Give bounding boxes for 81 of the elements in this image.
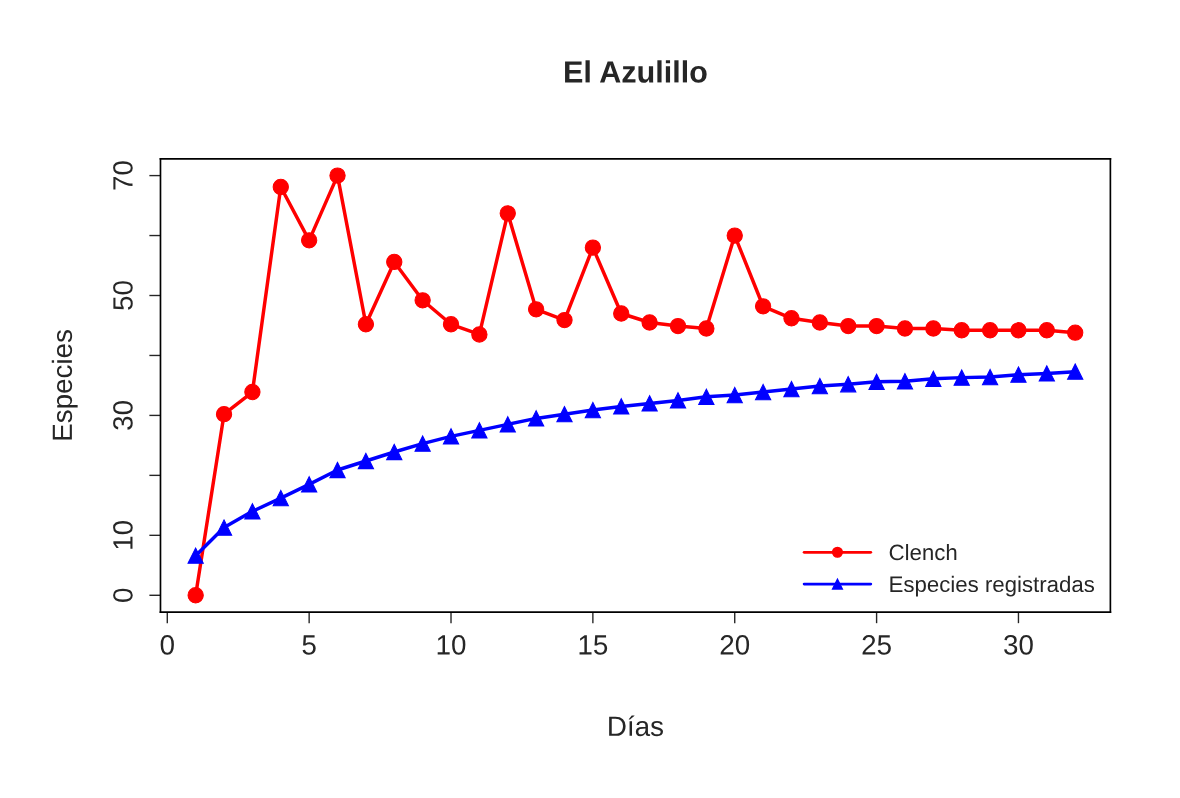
point [669, 392, 687, 409]
point [527, 301, 545, 318]
point [1067, 363, 1084, 380]
point [754, 298, 772, 315]
x-tick-label: 15 [579, 635, 608, 655]
y-tick-label: 10 [113, 520, 133, 549]
point [584, 239, 602, 256]
point [896, 373, 914, 390]
point [925, 370, 942, 387]
point [868, 317, 885, 335]
point [981, 368, 999, 386]
point [556, 406, 573, 423]
point [471, 326, 488, 343]
point [1038, 365, 1055, 382]
legend-label: Clench [889, 543, 957, 561]
point [527, 410, 545, 427]
x-tick-label: 5 [302, 635, 316, 655]
point [357, 452, 375, 470]
point [442, 316, 460, 333]
point [1010, 322, 1027, 339]
point [981, 322, 999, 339]
point [925, 320, 942, 337]
x-tick-label: 20 [720, 635, 750, 655]
point [669, 317, 687, 335]
point [499, 205, 516, 222]
point [386, 443, 403, 461]
point [1038, 322, 1055, 339]
point [698, 388, 715, 405]
point [698, 320, 715, 337]
point [726, 227, 743, 244]
point [556, 311, 573, 329]
point [414, 435, 431, 452]
point [499, 416, 516, 433]
point [811, 377, 829, 395]
point [1010, 366, 1027, 383]
point [442, 428, 460, 445]
y-tick-label: 0 [113, 588, 133, 602]
point [783, 310, 800, 327]
point [386, 253, 403, 271]
y-tick-label: 70 [113, 161, 133, 190]
point [300, 476, 318, 493]
x-tick-label: 10 [437, 635, 466, 655]
legend-label: Especies registradas [890, 575, 1095, 597]
point [868, 373, 885, 390]
point [272, 489, 289, 507]
point [754, 383, 772, 401]
x-tick-label: 0 [160, 635, 174, 655]
point [811, 314, 829, 331]
y-axis-title: Especies [51, 330, 78, 440]
point [641, 395, 658, 412]
point [187, 587, 204, 604]
point [187, 547, 204, 564]
x-axis-title: Días [609, 715, 663, 737]
point [953, 322, 970, 339]
point [896, 320, 914, 337]
point [272, 178, 289, 196]
point [329, 167, 346, 184]
x-tick-label: 25 [862, 635, 891, 655]
point [840, 317, 857, 335]
point [414, 292, 431, 309]
point [329, 461, 346, 479]
point [953, 369, 970, 386]
point [215, 406, 233, 423]
point [215, 519, 233, 536]
point [613, 398, 630, 415]
point [840, 376, 857, 393]
x-tick-label: 30 [1004, 635, 1033, 655]
point [584, 401, 602, 419]
point [726, 386, 743, 404]
point [1067, 324, 1084, 341]
y-tick-label: 50 [113, 281, 133, 310]
point [244, 383, 261, 401]
point [641, 314, 658, 331]
point [300, 232, 318, 249]
point [244, 503, 261, 520]
chart-title: El Azulillo [565, 60, 707, 83]
point [357, 316, 375, 333]
y-tick-label: 30 [113, 401, 133, 430]
point [471, 422, 488, 439]
point [613, 305, 630, 322]
point [783, 380, 800, 398]
